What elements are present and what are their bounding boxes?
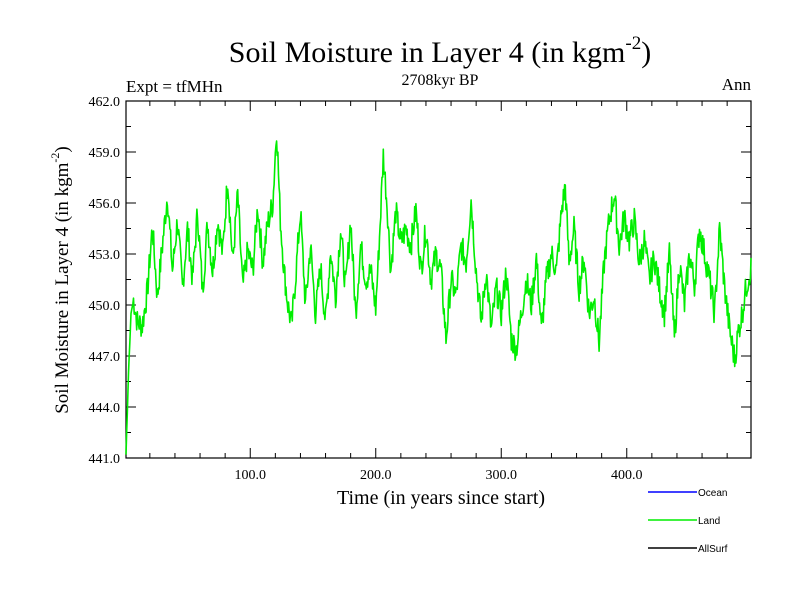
chart-title-main: Soil Moisture in Layer 4 (in kgm bbox=[229, 36, 626, 69]
y-tick-label: 450.0 bbox=[89, 299, 121, 314]
chart-title-close: ) bbox=[641, 36, 651, 69]
chart-title: Soil Moisture in Layer 4 (in kgm-2) bbox=[229, 33, 651, 69]
chart-title-sup: -2 bbox=[625, 33, 641, 54]
x-tick-label: 300.0 bbox=[486, 468, 518, 483]
x-tick-label: 200.0 bbox=[360, 468, 392, 483]
experiment-label: Expt = tfMHn bbox=[126, 77, 223, 96]
legend-label-ocean: Ocean bbox=[698, 488, 727, 499]
y-tick-label: 453.0 bbox=[89, 248, 121, 263]
y-tick-label: 459.0 bbox=[89, 146, 121, 161]
season-label: Ann bbox=[722, 75, 752, 94]
y-tick-label: 447.0 bbox=[89, 350, 121, 365]
y-axis-label-close: ) bbox=[52, 146, 73, 152]
chart-subtitle: 2708kyr BP bbox=[402, 72, 479, 89]
legend-label-allsurf: AllSurf bbox=[698, 544, 728, 555]
y-axis-label-main: Soil Moisture in Layer 4 (in kgm bbox=[52, 162, 73, 413]
x-axis-label: Time (in years since start) bbox=[337, 487, 545, 509]
x-tick-label: 400.0 bbox=[611, 468, 643, 483]
legend: Ocean Land AllSurf bbox=[648, 488, 728, 555]
y-tick-label: 444.0 bbox=[89, 401, 121, 416]
y-axis-label: Soil Moisture in Layer 4 (in kgm-2) bbox=[48, 146, 73, 414]
plot-area: 441.0 444.0 447.0 450.0 453.0 456.0 459.0 462.0… bbox=[89, 95, 752, 483]
y-axis-label-sup: -2 bbox=[48, 153, 62, 163]
y-tick-label: 456.0 bbox=[89, 197, 121, 212]
y-tick-label: 441.0 bbox=[89, 452, 121, 467]
x-tick-label: 100.0 bbox=[234, 468, 266, 483]
chart-title-text: Soil Moisture in Layer 4 (in kgm-2) bbox=[229, 33, 651, 69]
legend-label-land: Land bbox=[698, 516, 720, 527]
y-tick-label: 462.0 bbox=[89, 95, 121, 110]
series-line-land bbox=[125, 140, 752, 455]
